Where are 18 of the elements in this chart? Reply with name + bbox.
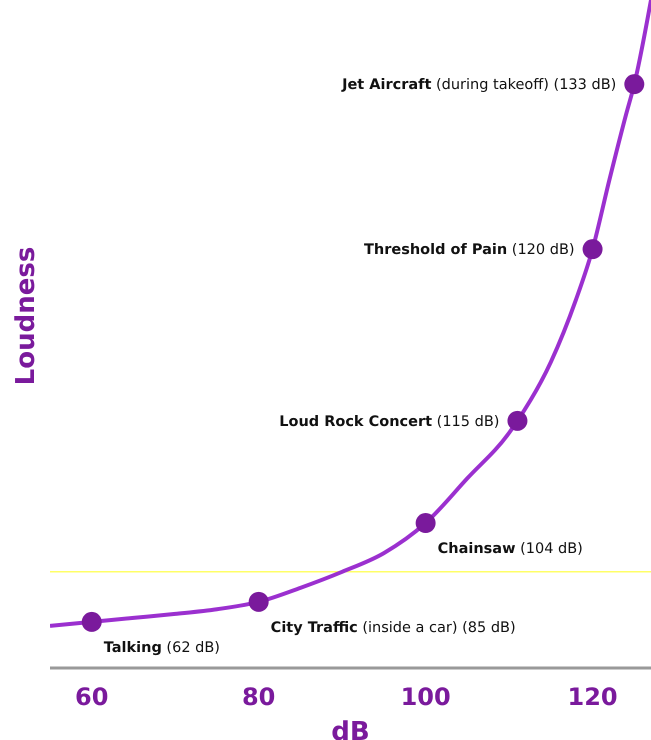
- annotation: Threshold of Pain (120 dB): [364, 242, 575, 258]
- x-tick-label: 60: [75, 683, 108, 712]
- x-tick-label: 100: [400, 683, 451, 712]
- annotation: Talking (62 dB): [104, 640, 220, 656]
- point: [82, 612, 102, 632]
- point: [624, 74, 644, 94]
- annotation: Jet Aircraft (during takeoff) (133 dB): [341, 77, 616, 94]
- annotation: Chainsaw (104 dB): [438, 541, 583, 558]
- x-tick-label: 80: [242, 683, 276, 712]
- annotation: Loud Rock Concert (115 dB): [279, 414, 500, 430]
- point: [582, 239, 603, 260]
- x-axis-title: dB: [331, 717, 370, 740]
- annotation: City Traffic (inside a car) (85 dB): [270, 620, 516, 636]
- x-tick-label: 120: [568, 683, 618, 712]
- point: [507, 410, 528, 431]
- y-axis-title: Loudness: [11, 246, 41, 386]
- point: [416, 513, 436, 534]
- point: [248, 592, 269, 612]
